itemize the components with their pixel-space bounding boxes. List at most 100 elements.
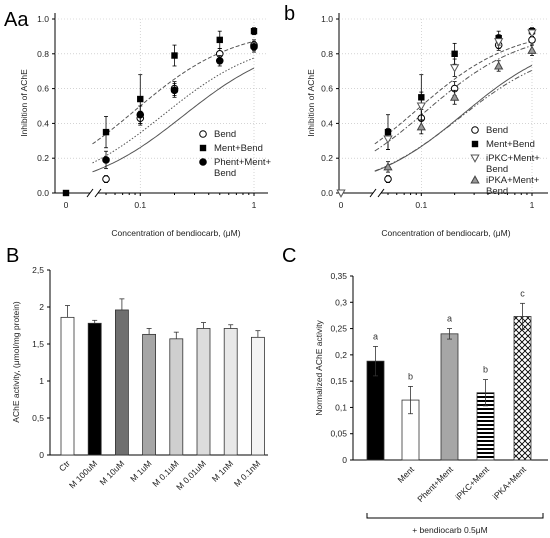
data-point bbox=[451, 50, 458, 57]
y-tick-label: 0,05 bbox=[330, 429, 347, 439]
y-tick-label: 1,5 bbox=[32, 339, 44, 349]
y-tick-label: 0.0 bbox=[321, 188, 333, 198]
y-axis-label: Inhibition of AChE bbox=[19, 69, 29, 137]
legend-marker bbox=[199, 130, 207, 138]
y-tick-label: 0.2 bbox=[321, 153, 333, 163]
bar bbox=[60, 316, 75, 456]
data-point bbox=[416, 102, 426, 111]
fit-curve bbox=[92, 67, 255, 173]
data-point-zero bbox=[62, 189, 70, 197]
x-axis-label: Concentration of bendiocarb, (μM) bbox=[111, 228, 240, 238]
legend-label: Ment+Bend bbox=[486, 139, 535, 150]
legend-marker bbox=[199, 158, 207, 166]
y-tick-label: 0.4 bbox=[37, 118, 49, 128]
y-tick-label: 0,5 bbox=[32, 413, 44, 423]
y-tick-label: 1 bbox=[39, 376, 44, 386]
chart-Aa: 0.0 0.2 0.4 0.6 0.8 1.0 0 0.1 1 Concentration of… bbox=[19, 13, 271, 238]
data-point bbox=[171, 52, 178, 59]
legend-marker bbox=[199, 144, 207, 152]
data-point bbox=[494, 38, 504, 47]
x-tick-label: Phent+Ment bbox=[415, 464, 455, 504]
legend-label: Phent+Ment+ bbox=[214, 157, 271, 168]
y-tick-label: 0.0 bbox=[37, 188, 49, 198]
legend-label: Bend bbox=[486, 125, 508, 136]
legend-marker bbox=[470, 154, 480, 163]
y-tick-label: 1.0 bbox=[37, 14, 49, 24]
x-tick-label: M 100uM bbox=[67, 458, 99, 490]
fit-curve bbox=[374, 45, 533, 152]
y-tick-label: 0 bbox=[39, 450, 44, 460]
x-tick-label: 0.1 bbox=[415, 200, 427, 210]
data-point bbox=[250, 43, 258, 51]
data-point bbox=[383, 162, 393, 171]
data-point bbox=[449, 92, 460, 101]
data-point bbox=[527, 45, 537, 54]
y-axis-label: Normalized AChE activity bbox=[314, 320, 324, 416]
y-axis-label: AChE activity, (μmol/mg protein) bbox=[11, 301, 21, 423]
axis-break bbox=[369, 188, 377, 198]
fit-curve bbox=[374, 40, 533, 145]
x-axis-label: Concentration of bendiocarb, (μM) bbox=[381, 228, 510, 238]
data-point bbox=[449, 64, 460, 73]
fit-curve bbox=[92, 57, 255, 164]
y-tick-label: 0.6 bbox=[321, 84, 333, 94]
y-tick-label: 0,1 bbox=[335, 402, 347, 412]
legend-label: Bend bbox=[214, 168, 236, 179]
y-tick-label: 0,2 bbox=[335, 350, 347, 360]
legend-label: Bend bbox=[214, 129, 236, 140]
panel-label-b: b bbox=[284, 3, 295, 25]
x-tick-label: iPKC+Ment bbox=[453, 464, 491, 502]
significance-letter: b bbox=[483, 365, 488, 375]
bracket-label: + bendiocarb 0.5μM bbox=[412, 525, 488, 535]
y-tick-label: 0.4 bbox=[321, 118, 333, 128]
y-tick-label: 0,15 bbox=[330, 376, 347, 386]
y-tick-label: 0,25 bbox=[330, 324, 347, 334]
legend-label: Ment+Bend bbox=[214, 143, 263, 154]
legend-label: iPKA+Ment+ bbox=[486, 175, 540, 186]
bar bbox=[142, 333, 157, 456]
chart-C: 0 0,05 0,1 0,15 0,2 0,25 0,3 0,35 a b a b c Ment Phent… bbox=[314, 271, 548, 535]
legend-marker bbox=[471, 140, 479, 148]
y-tick-label: 0 bbox=[342, 455, 347, 465]
y-tick-label: 0.2 bbox=[37, 153, 49, 163]
significance-letter: b bbox=[408, 371, 413, 381]
bar bbox=[440, 333, 459, 461]
y-tick-label: 2 bbox=[39, 302, 44, 312]
x-tick-label: 0.1 bbox=[134, 200, 146, 210]
significance-letter: c bbox=[520, 288, 525, 298]
y-tick-label: 1.0 bbox=[321, 14, 333, 24]
x-tick-label: M 0.01uM bbox=[174, 458, 208, 492]
y-tick-label: 0.6 bbox=[37, 84, 49, 94]
data-point bbox=[102, 175, 110, 183]
data-point bbox=[102, 156, 110, 164]
treatment-bracket bbox=[366, 513, 544, 519]
legend-marker bbox=[470, 175, 480, 184]
x-tick-label: M 1nM bbox=[210, 458, 235, 483]
data-point bbox=[383, 135, 393, 144]
chart-b: 0.0 0.2 0.4 0.6 0.8 1.0 0 0.1 1 Concentration of… bbox=[306, 13, 548, 238]
axis-break bbox=[94, 188, 102, 198]
data-point bbox=[102, 128, 110, 136]
data-point bbox=[416, 122, 426, 131]
significance-letter: a bbox=[373, 331, 378, 341]
x-tick-label: 0 bbox=[64, 200, 69, 210]
bar bbox=[115, 309, 129, 456]
fit-curve bbox=[92, 40, 255, 145]
bar bbox=[169, 338, 184, 456]
panel-label-B: B bbox=[6, 245, 19, 267]
x-tick-label: Ment bbox=[395, 464, 416, 485]
bar bbox=[513, 316, 532, 461]
panel-label-Aa: Aa bbox=[4, 9, 29, 31]
x-tick-label: M 0.1nM bbox=[232, 458, 262, 488]
x-tick-label: Ctr bbox=[57, 458, 72, 473]
data-point bbox=[527, 29, 537, 38]
y-axis-label: Inhibition of AChE bbox=[306, 69, 316, 137]
legend-marker bbox=[471, 126, 479, 134]
legend-label: iPKC+Ment+ bbox=[486, 153, 540, 164]
x-tick-label: iPKA+Ment bbox=[491, 464, 529, 502]
x-tick-label: M 10uM bbox=[98, 458, 127, 487]
axis-break bbox=[377, 188, 385, 198]
legend-label: Bend bbox=[486, 164, 508, 175]
legend-label: Bend bbox=[486, 186, 508, 197]
